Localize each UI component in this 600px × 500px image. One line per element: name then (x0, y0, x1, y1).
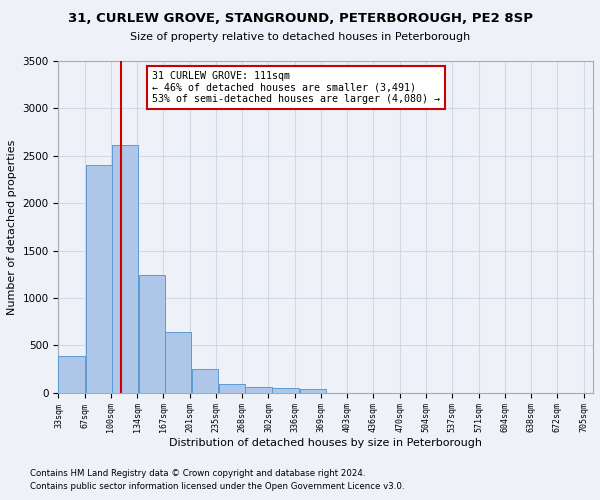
Text: Size of property relative to detached houses in Peterborough: Size of property relative to detached ho… (130, 32, 470, 42)
Bar (192, 368, 218, 393)
Bar (245, 387, 272, 393)
Text: 31 CURLEW GROVE: 111sqm
← 46% of detached houses are smaller (3,491)
53% of semi: 31 CURLEW GROVE: 111sqm ← 46% of detache… (152, 71, 440, 104)
Bar (299, 388, 326, 393)
Bar (139, 275, 165, 393)
Bar (165, 332, 191, 393)
Bar (86, 165, 112, 393)
Bar (219, 384, 245, 393)
Bar (272, 388, 299, 393)
Bar (112, 146, 138, 393)
Y-axis label: Number of detached properties: Number of detached properties (7, 139, 17, 314)
Text: Contains HM Land Registry data © Crown copyright and database right 2024.: Contains HM Land Registry data © Crown c… (30, 468, 365, 477)
Text: 31, CURLEW GROVE, STANGROUND, PETERBOROUGH, PE2 8SP: 31, CURLEW GROVE, STANGROUND, PETERBOROU… (67, 12, 533, 26)
Bar (58, 356, 85, 393)
Text: Contains public sector information licensed under the Open Government Licence v3: Contains public sector information licen… (30, 482, 404, 491)
X-axis label: Distribution of detached houses by size in Peterborough: Distribution of detached houses by size … (169, 438, 482, 448)
